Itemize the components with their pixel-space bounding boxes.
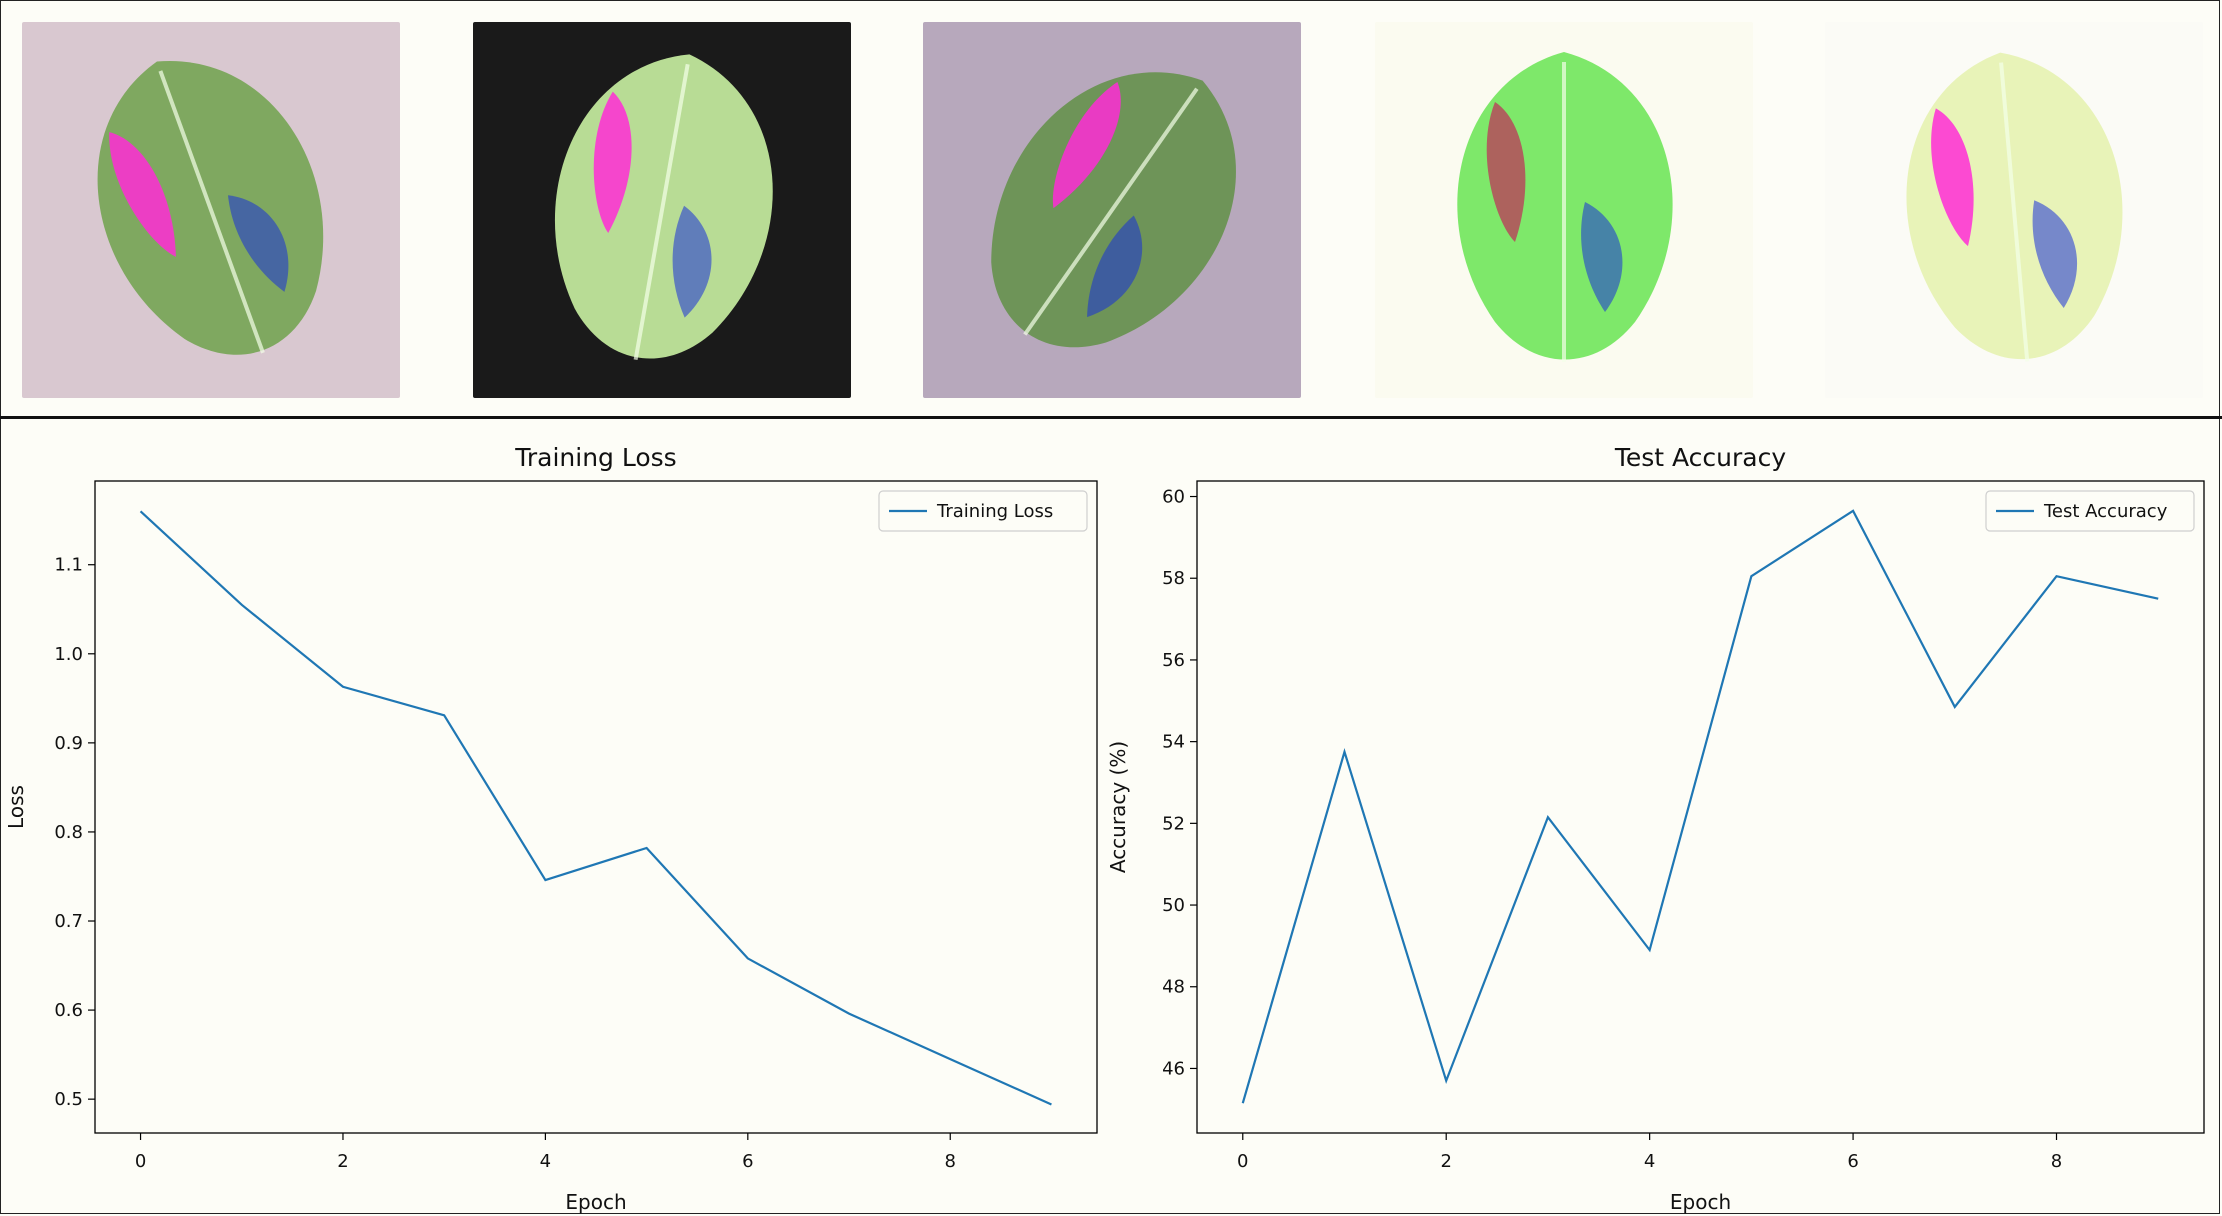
x-tick-label: 8: [945, 1151, 956, 1172]
leaf-sample-1: [22, 22, 400, 398]
y-tick-label: 0.6: [54, 1000, 83, 1021]
plot-frame: [94, 480, 1098, 1134]
legend-box: [1985, 490, 2195, 532]
series-line: [1241, 509, 2159, 1104]
series-line: [139, 510, 1052, 1106]
leaf-sample-3: [923, 22, 1301, 398]
y-tick-label: 46: [1162, 1058, 1185, 1079]
y-tick-label: 0.8: [54, 822, 83, 843]
chart-title: Training Loss: [514, 443, 676, 472]
x-axis-label: Epoch: [565, 1190, 626, 1214]
legend-label: Test Accuracy: [2043, 501, 2168, 522]
y-tick-label: 54: [1162, 732, 1185, 753]
y-tick-label: 52: [1162, 813, 1185, 834]
y-tick-label: 48: [1162, 977, 1185, 998]
x-tick-label: 2: [337, 1151, 348, 1172]
x-tick-label: 8: [2051, 1151, 2062, 1172]
y-tick-label: 56: [1162, 650, 1185, 671]
y-tick-label: 0.5: [54, 1089, 83, 1110]
x-tick-label: 4: [540, 1151, 551, 1172]
y-tick-label: 60: [1162, 487, 1185, 508]
x-axis-label: Epoch: [1670, 1190, 1731, 1214]
x-tick-label: 4: [1644, 1151, 1655, 1172]
legend-box: [878, 490, 1088, 532]
x-tick-label: 0: [1237, 1151, 1248, 1172]
leaf-sample-4: [1375, 22, 1753, 398]
legend-label: Training Loss: [936, 501, 1053, 522]
y-tick-label: 0.7: [54, 911, 83, 932]
leaf-sample-2: [473, 22, 851, 398]
y-tick-label: 50: [1162, 895, 1185, 916]
x-tick-label: 2: [1440, 1151, 1451, 1172]
x-tick-label: 6: [1847, 1151, 1858, 1172]
y-tick-label: 58: [1162, 568, 1185, 589]
y-tick-label: 1.0: [54, 644, 83, 665]
y-tick-label: 1.1: [54, 555, 83, 576]
training-loss-chart: Training Loss Epoch Loss 0 2 4 6 8 0.5 0.6 0.7 0.8 0…: [4, 443, 1098, 1214]
y-tick-label: 0.9: [54, 733, 83, 754]
plot-frame: [1196, 480, 2205, 1134]
section-divider: [0, 416, 2222, 419]
leaf-sample-5: [1825, 22, 2203, 398]
y-axis-label: Loss: [4, 785, 28, 829]
x-tick-label: 0: [135, 1151, 146, 1172]
x-tick-label: 6: [742, 1151, 753, 1172]
chart-title: Test Accuracy: [1614, 443, 1787, 472]
y-axis-label: Accuracy (%): [1106, 741, 1130, 873]
